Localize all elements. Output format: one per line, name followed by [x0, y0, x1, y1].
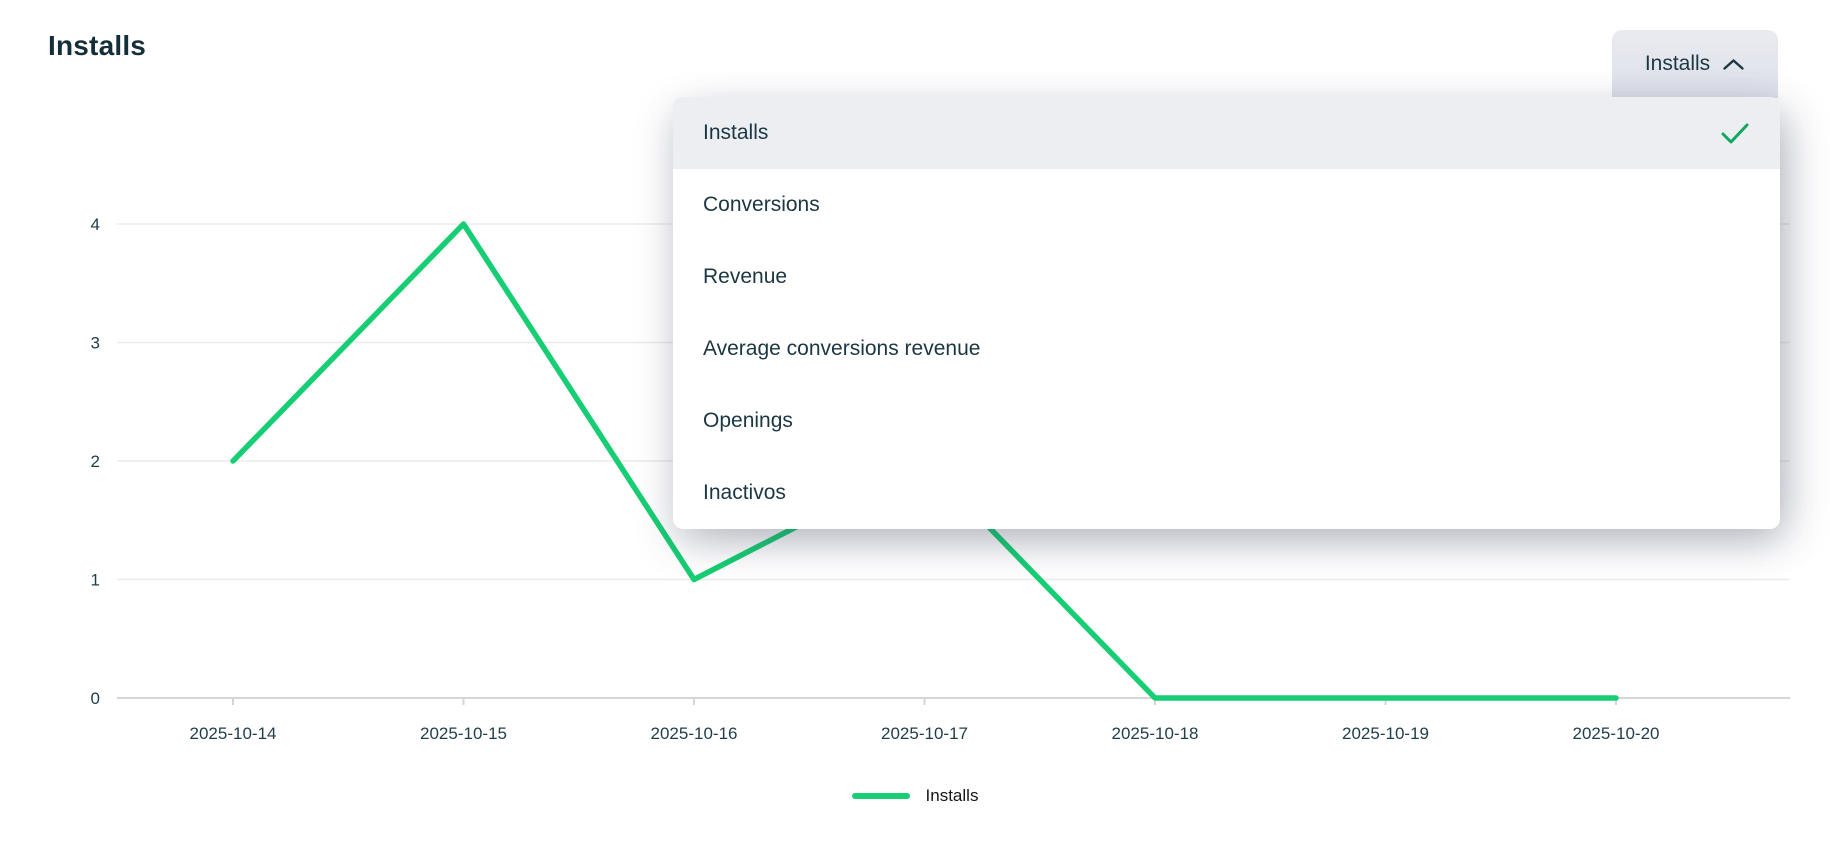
- page-title: Installs: [48, 30, 147, 61]
- x-tick-label: 2025-10-19: [1342, 724, 1429, 743]
- dropdown-option[interactable]: Installs: [673, 97, 1780, 169]
- x-tick-label: 2025-10-18: [1112, 724, 1199, 743]
- chart-legend: Installs: [0, 786, 1830, 806]
- metric-dropdown-menu: Installs Conversions Revenue Average conver…: [673, 97, 1780, 529]
- dropdown-option[interactable]: Conversions: [673, 169, 1780, 241]
- dropdown-option-label: Installs: [703, 121, 769, 144]
- dropdown-option-label: Average conversions revenue: [703, 337, 981, 360]
- metric-dropdown-button[interactable]: Installs: [1612, 30, 1778, 98]
- y-tick-label: 3: [91, 334, 100, 353]
- x-tick-label: 2025-10-14: [190, 724, 277, 743]
- x-tick-label: 2025-10-20: [1573, 724, 1660, 743]
- check-icon: [1720, 121, 1750, 146]
- x-tick-label: 2025-10-16: [651, 724, 738, 743]
- y-tick-label: 2: [91, 452, 100, 471]
- y-tick-label: 0: [91, 689, 100, 708]
- x-tick-label: 2025-10-17: [881, 724, 968, 743]
- dropdown-option[interactable]: Inactivos: [673, 457, 1780, 529]
- dropdown-option-label: Openings: [703, 409, 793, 432]
- dropdown-option-label: Inactivos: [703, 481, 786, 504]
- dropdown-option-label: Revenue: [703, 265, 788, 288]
- legend-label: Installs: [925, 786, 979, 805]
- metric-dropdown-button-label: Installs: [1644, 52, 1711, 75]
- dropdown-option[interactable]: Average conversions revenue: [673, 313, 1780, 385]
- x-tick-label: 2025-10-15: [420, 724, 507, 743]
- dropdown-option[interactable]: Openings: [673, 385, 1780, 457]
- legend-line-swatch: [851, 793, 910, 799]
- y-tick-label: 4: [91, 215, 100, 234]
- y-tick-label: 1: [91, 571, 100, 590]
- chevron-up-icon: [1723, 58, 1744, 70]
- dropdown-option[interactable]: Revenue: [673, 241, 1780, 313]
- dropdown-option-label: Conversions: [703, 193, 820, 216]
